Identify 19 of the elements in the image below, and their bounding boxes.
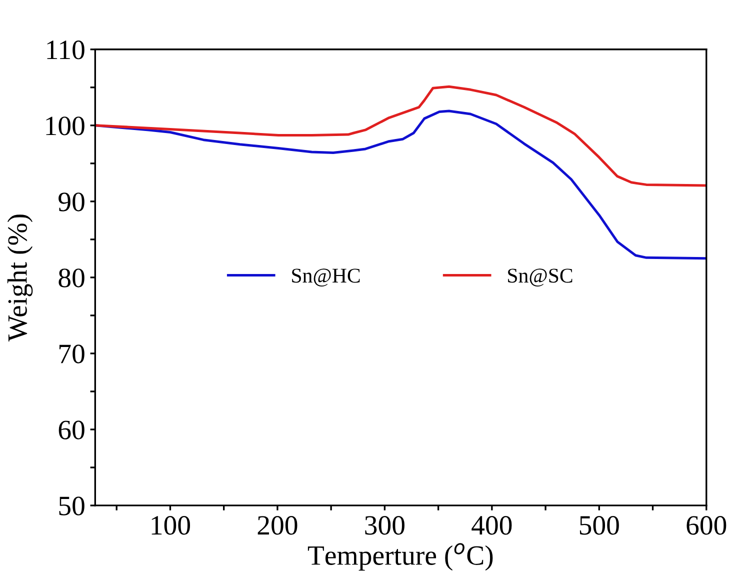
legend-label: Sn@SC [508,268,572,286]
x-tick-label: 200 [258,516,298,535]
y-tick-label: 110 [47,40,84,60]
y-tick-label: 50 [59,496,84,516]
y-tick-label: 90 [58,192,84,212]
y-tick-label: 60 [58,420,84,440]
x-axis-title: Temperture ($^{o}$C) [308,543,493,571]
y-tick-label: 70 [59,344,84,364]
line-series [95,110,706,260]
x-tick-label: 600 [686,516,726,535]
x-tick-label: 300 [365,516,404,535]
y-axis-title: Weight (%) [7,214,33,342]
x-tick-label: 100 [152,516,190,535]
y-tick-label: 100 [46,116,84,136]
x-tick-label: 400 [472,516,512,535]
y-tick-label: 80 [58,268,84,288]
line-series [95,85,706,187]
legend-label: Sn@HC [292,268,360,286]
x-tick-label: 500 [580,516,619,535]
